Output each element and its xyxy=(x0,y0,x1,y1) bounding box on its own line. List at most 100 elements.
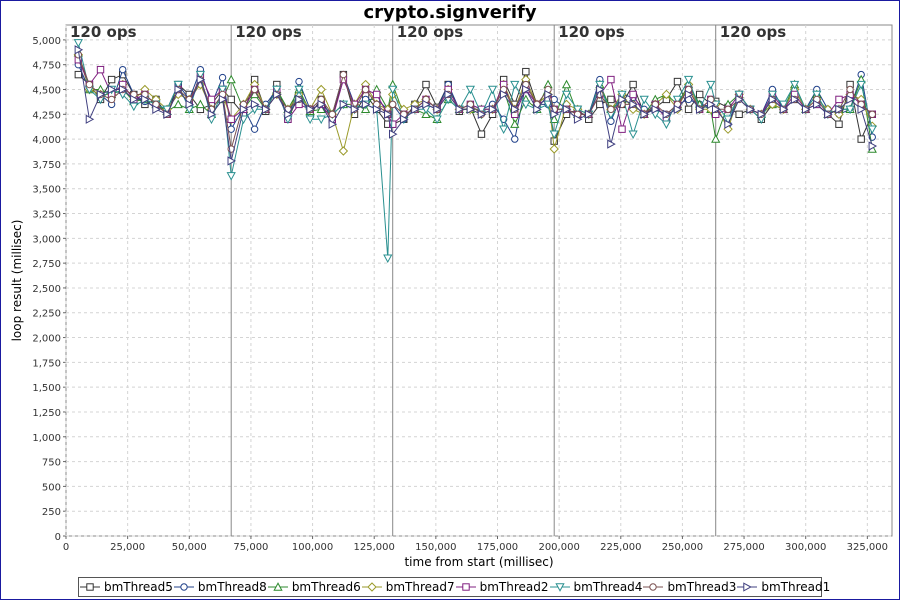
x-tick-label: 250,000 xyxy=(662,542,703,553)
legend-label: bmThread2 xyxy=(479,580,549,594)
data-point xyxy=(735,94,744,105)
data-point xyxy=(422,80,430,89)
data-point xyxy=(400,114,409,124)
data-point xyxy=(226,74,236,84)
data-point xyxy=(789,80,800,90)
data-point xyxy=(683,75,694,85)
data-point xyxy=(227,125,235,133)
y-tick-label: 1,500 xyxy=(32,383,61,394)
data-point xyxy=(250,99,260,110)
data-point xyxy=(549,130,559,139)
data-point xyxy=(129,102,139,112)
legend-swatch-icon xyxy=(455,583,476,591)
series-bmThread1 xyxy=(74,45,878,166)
data-point xyxy=(130,94,139,105)
x-tick-label: 275,000 xyxy=(723,542,764,553)
x-tick-label: 0 xyxy=(63,542,69,553)
legend-item-bmThread1: bmThread1 xyxy=(736,580,830,594)
data-point xyxy=(596,84,605,95)
x-tick-label: 50,000 xyxy=(172,542,207,553)
data-point xyxy=(618,125,626,133)
y-tick-label: 2,000 xyxy=(32,334,61,345)
data-point xyxy=(746,104,756,114)
data-point xyxy=(835,120,843,128)
y-tick-label: 5,000 xyxy=(32,36,61,47)
data-point xyxy=(339,70,348,79)
data-point xyxy=(561,79,572,89)
data-point xyxy=(846,85,854,94)
x-tick-label: 175,000 xyxy=(477,542,518,553)
data-point xyxy=(174,84,184,95)
legend-swatch-icon xyxy=(267,582,288,591)
legend-label: bmThread4 xyxy=(573,580,643,594)
data-point xyxy=(389,100,397,109)
data-point xyxy=(684,89,694,100)
data-point xyxy=(466,104,476,114)
legend-item-bmThread8: bmThread8 xyxy=(173,580,267,594)
legend-label: bmThread5 xyxy=(104,580,173,594)
data-point xyxy=(812,90,822,100)
data-point xyxy=(639,95,649,105)
legend-marker xyxy=(86,583,94,591)
data-point xyxy=(711,134,721,143)
y-tick-label: 4,000 xyxy=(32,135,61,146)
data-point xyxy=(295,77,303,86)
data-point xyxy=(856,80,866,90)
data-point xyxy=(868,141,878,151)
data-point xyxy=(835,104,844,114)
data-point xyxy=(411,104,420,114)
data-point xyxy=(384,109,393,119)
data-point xyxy=(96,65,105,74)
y-tick-label: 500 xyxy=(42,482,61,493)
data-point xyxy=(734,90,744,100)
data-point xyxy=(607,75,615,84)
data-point xyxy=(724,119,733,129)
data-point xyxy=(444,89,454,100)
data-point xyxy=(250,85,259,94)
legend-marker xyxy=(180,583,188,591)
y-tick-label: 3,750 xyxy=(32,160,61,171)
data-point xyxy=(640,109,650,119)
data-point xyxy=(573,114,583,124)
data-point xyxy=(284,109,293,119)
data-point xyxy=(422,99,431,110)
data-point xyxy=(499,125,509,135)
x-tick-label: 225,000 xyxy=(600,542,641,553)
data-point xyxy=(432,115,442,125)
phase-label: 120 ops xyxy=(70,23,137,41)
data-point xyxy=(544,89,553,100)
chart-legend: bmThread5 bmThread8 bmThread6 bmThread7 bmTh… xyxy=(78,577,830,597)
data-point xyxy=(846,94,855,105)
legend-item-bmThread4: bmThread4 xyxy=(549,580,643,594)
data-point xyxy=(107,84,117,95)
legend-label: bmThread3 xyxy=(667,580,737,594)
data-point xyxy=(207,95,216,104)
data-point xyxy=(361,85,370,94)
data-point xyxy=(695,90,704,99)
data-point xyxy=(338,146,349,156)
data-point xyxy=(802,104,811,114)
data-point xyxy=(73,39,83,48)
legend-item-bmThread2: bmThread2 xyxy=(455,580,549,594)
legend-label: bmThread8 xyxy=(197,580,267,594)
data-point xyxy=(712,104,721,114)
data-point xyxy=(661,89,672,100)
data-point xyxy=(724,105,732,114)
data-point xyxy=(618,94,627,105)
data-point xyxy=(813,99,822,110)
data-point xyxy=(757,109,767,119)
data-point xyxy=(74,45,84,55)
data-point xyxy=(533,104,542,114)
data-point xyxy=(218,73,227,82)
y-tick-label: 2,250 xyxy=(32,309,61,320)
legend-marker xyxy=(649,583,658,591)
data-point xyxy=(119,65,127,74)
y-tick-label: 3,500 xyxy=(32,185,61,196)
data-point xyxy=(607,95,615,104)
data-point xyxy=(389,129,398,139)
data-point xyxy=(835,95,843,104)
data-point xyxy=(433,104,442,114)
data-point xyxy=(163,109,172,119)
data-point xyxy=(607,105,615,114)
x-tick-label: 200,000 xyxy=(538,542,579,553)
